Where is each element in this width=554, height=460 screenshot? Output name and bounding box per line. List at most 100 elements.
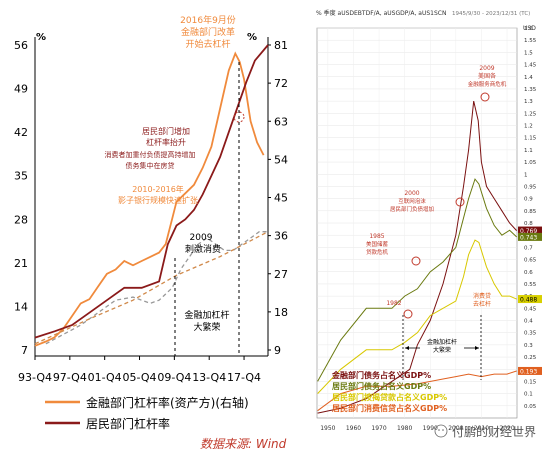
us-debt-chart: % 季度 aUSDEBTDF/A, aUSGDP/A, aUS1SCN 1945… [302,0,554,456]
right-y-tick-labels: 9 18 27 36 45 54 63 72 81 [268,39,288,357]
x-tick-17-Q4: 17-Q4 [227,371,261,384]
marker-2009-circle [480,92,490,102]
consumer-credit-line [317,370,517,412]
annotation-2000-3: 居民部门负债增加 [390,205,434,213]
right-tick-1.55: 1.55 [524,38,537,44]
x-tick-01-Q4: 01-Q4 [88,371,122,384]
financial-leverage-line [34,51,265,347]
right-tick-1.5: 1.5 [524,50,533,56]
value-tag-box [518,295,542,304]
value-tag-box [518,226,542,235]
source-label: 数据来源: Wind [200,437,287,451]
annotation-2009-2: 美国各 [478,72,496,80]
right-tick-1.6: 1.6 [524,26,533,32]
x-tick-05-Q4: 05-Q4 [123,371,157,384]
value-tag-0.769: 0.769 [518,226,542,235]
x-tick-2000: 2000 [448,425,463,432]
right-tick-1.2: 1.2 [524,124,533,130]
x-tick-1980: 1980 [397,425,412,432]
financial-debt-line [317,100,517,414]
right-axis-unit: % [247,32,257,43]
right-tick-1.15: 1.15 [524,136,537,142]
annotation-deleverage-1: 消费贷 [473,292,491,300]
left-plot-frame [34,37,269,357]
right-tick-72: 72 [274,77,288,90]
left-legend: 金融部门杠杆率(资产方)(右轴) 居民部门杠杆率 [45,395,249,431]
x-tick-2010: 2010 [474,425,489,432]
right-tick-0.55: 0.55 [524,282,537,288]
annotation-2000-2: 互联网泡沫 [398,197,426,205]
right-tick-36: 36 [274,230,288,243]
mortgage-line [317,239,517,394]
annotation-2009-line1: 2009 [190,233,213,243]
right-tick-0.35: 0.35 [524,331,537,337]
right-tick-1.05: 1.05 [524,160,537,166]
right-tick-54: 54 [274,153,288,166]
x-tick-1990: 1990 [423,425,438,432]
x-tick-1970: 1970 [371,425,386,432]
watermark: 付鹏的财经世界 [434,424,536,439]
right-tick-27: 27 [274,268,288,281]
us-debt-chart-panel: % 季度 aUSDEBTDF/A, aUSGDP/A, aUS1SCN 1945… [302,0,554,456]
right-tick-63: 63 [274,115,288,128]
left-tick-21: 21 [14,257,28,270]
x-tick-1950: 1950 [320,425,335,432]
annotation-1985-3: 贷款危机 [366,248,389,256]
right-tick-1.1: 1.1 [524,148,533,154]
marker-1982-circle [403,309,413,319]
value-tag-0.193: 0.193 [518,366,542,375]
annotation-1985-2: 美国储蓄 [366,240,389,248]
wechat-icon-eye-left [438,429,440,431]
china-leverage-chart-panel: % % 7 14 21 28 35 42 49 56 9 18 27 36 45 54 63 72 81 93… [14,14,288,451]
right-tick-0.9: 0.9 [524,197,533,203]
right-tick-0.15: 0.15 [524,379,537,385]
value-tag-label: 0.488 [520,297,537,304]
left-tick-42: 42 [14,126,28,139]
household-debt-line [317,178,517,382]
fin-arrowhead-right [475,346,479,350]
annotation-household-line1: 居民部门增加 [142,126,190,136]
value-tag-0.488: 0.488 [518,295,542,304]
right-tick-0.1: 0.1 [524,392,533,398]
annotation-2000-1: 2000 [404,190,419,197]
chart-header: % 季度 aUSDEBTDF/A, aUSGDP/A, aUS1SCN [316,9,446,17]
x-tick-1960: 1960 [346,425,361,432]
chart-header-dates: 1945/9/30 - 2023/12/31 (TC) [452,11,530,17]
left-series-group [34,44,269,347]
marker-2000-circle [455,197,465,207]
annotation-deleverage-2: 去杠杆 [473,300,491,308]
annotation-household-line4: 债务集中在房贷 [126,161,175,170]
right-tick-1: 1 [524,172,528,178]
x-tick-93-Q4: 93-Q4 [18,371,52,384]
right-tick-0.45: 0.45 [524,306,537,312]
annotation-1985-1: 1985 [369,233,384,240]
orange-dashed-trend-line [34,231,269,345]
household-leverage-line [34,44,269,339]
legend-label-financial-debt: 金融部门债务占名义GDP% [331,370,431,380]
x-tick-97-Q4: 97-Q4 [53,371,87,384]
value-tag-box [518,232,542,241]
gray-dashed-line [45,231,268,345]
left-tick-56: 56 [14,39,28,52]
right-tick-1.4: 1.4 [524,75,533,81]
china-leverage-chart: % % 7 14 21 28 35 42 49 56 9 18 27 36 45 54 63 72 81 93… [14,14,288,451]
value-tag-box [518,366,542,375]
legend-label-consumer-credit: 居民部门消费信贷占名义GDP% [332,403,447,413]
x-tick-2020: 2020 [499,425,514,432]
right-tick-0.65: 0.65 [524,258,537,264]
right-tick-1.3: 1.3 [524,99,533,105]
right-series-group [317,100,517,414]
right-tick-18: 18 [274,306,288,319]
annotation-household-line2: 杠杆率抬升 [146,137,186,147]
right-legend: 金融部门债务占名义GDP% 居民部门债务占名义GDP% 居民部门按揭贷款占名义G… [331,370,447,413]
annotation-2009-line2: 刺激消费 [185,243,221,255]
left-tick-35: 35 [14,170,28,183]
right-gridlines [317,27,517,418]
value-tag-0.743: 0.743 [518,232,542,241]
value-tag-label: 0.769 [520,228,537,235]
left-tick-28: 28 [14,213,28,226]
annotation-2009-1: 2009 [479,65,494,72]
value-tag-label: 0.743 [520,234,537,241]
right-tick-1.45: 1.45 [524,63,537,69]
